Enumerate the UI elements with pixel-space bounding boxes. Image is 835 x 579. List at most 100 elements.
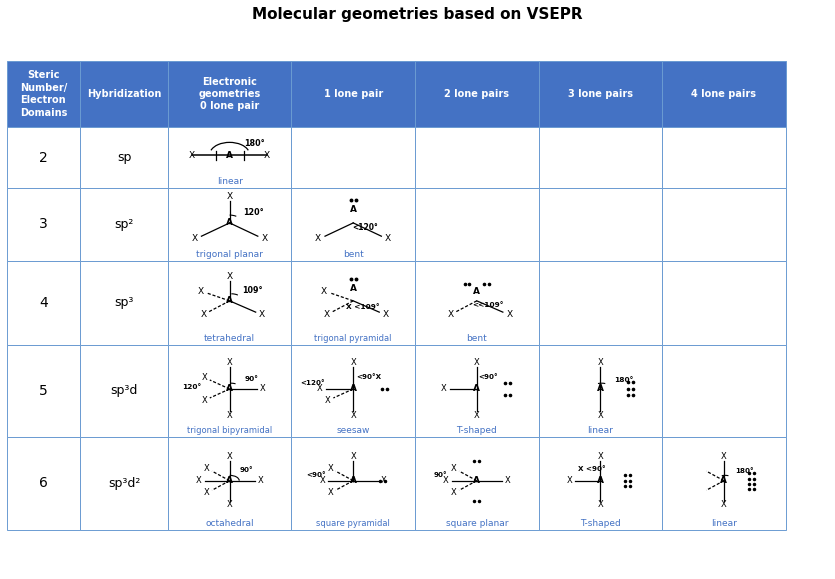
Text: T-shaped: T-shaped: [457, 426, 497, 435]
Text: X: X: [351, 411, 356, 420]
Text: A: A: [350, 284, 357, 292]
Text: sp³d²: sp³d²: [108, 477, 140, 490]
Bar: [539, 127, 662, 188]
Text: A: A: [473, 476, 480, 485]
Text: A: A: [226, 218, 233, 228]
Text: A: A: [597, 384, 604, 394]
Text: Hybridization: Hybridization: [87, 89, 161, 99]
Bar: [80, 188, 168, 261]
Text: X: X: [321, 287, 327, 296]
Bar: [80, 345, 168, 437]
Text: X: X: [598, 452, 603, 461]
Text: 90°: 90°: [239, 467, 253, 473]
Text: A: A: [226, 384, 233, 394]
Text: 3: 3: [39, 217, 48, 232]
Bar: [539, 188, 662, 261]
Text: X: X: [197, 287, 204, 296]
Bar: [539, 437, 662, 530]
Text: X: X: [261, 234, 268, 243]
Text: X <90°: X <90°: [578, 466, 605, 472]
Text: A: A: [226, 296, 233, 305]
Text: X: X: [226, 192, 233, 201]
Text: X: X: [227, 500, 232, 509]
Text: X: X: [474, 411, 479, 420]
Bar: [415, 61, 539, 127]
Text: seesaw: seesaw: [337, 426, 370, 435]
Text: X: X: [201, 397, 207, 405]
Bar: [539, 261, 662, 345]
Text: A: A: [597, 476, 604, 485]
Bar: [291, 127, 415, 188]
Text: 4 lone pairs: 4 lone pairs: [691, 89, 757, 99]
Text: X: X: [200, 310, 206, 318]
Text: 180°: 180°: [614, 377, 633, 383]
Text: <90°X: <90°X: [357, 374, 382, 380]
Text: X: X: [227, 452, 232, 461]
Text: A: A: [226, 151, 233, 160]
Text: 90°: 90°: [433, 472, 447, 478]
Text: X: X: [351, 358, 356, 368]
Text: trigonal planar: trigonal planar: [196, 250, 263, 259]
Bar: [7, 127, 80, 188]
Bar: [7, 345, 80, 437]
Text: 2 lone pairs: 2 lone pairs: [444, 89, 509, 99]
Text: <120°: <120°: [352, 223, 378, 232]
Bar: [168, 127, 291, 188]
Bar: [415, 127, 539, 188]
Bar: [291, 261, 415, 345]
Bar: [291, 345, 415, 437]
Bar: [7, 437, 80, 530]
Text: 180°: 180°: [244, 139, 265, 148]
Bar: [415, 345, 539, 437]
Text: <90°: <90°: [306, 472, 326, 478]
Text: 2: 2: [39, 151, 48, 165]
Text: square pyramidal: square pyramidal: [316, 519, 390, 528]
Bar: [80, 127, 168, 188]
Text: bent: bent: [467, 334, 487, 343]
Text: tetrahedral: tetrahedral: [204, 334, 256, 343]
Bar: [291, 61, 415, 127]
Text: 4: 4: [39, 295, 48, 310]
Bar: [168, 61, 291, 127]
Text: X: X: [264, 151, 270, 160]
Bar: [662, 61, 786, 127]
Text: X: X: [443, 476, 449, 485]
Text: 180°: 180°: [736, 468, 754, 474]
Text: 120°: 120°: [243, 208, 264, 217]
Bar: [662, 437, 786, 530]
Bar: [80, 61, 168, 127]
Text: 109°: 109°: [242, 286, 263, 295]
Text: T-shaped: T-shaped: [580, 519, 620, 528]
Bar: [662, 261, 786, 345]
Text: A: A: [350, 476, 357, 485]
Bar: [7, 261, 80, 345]
Text: Molecular geometries based on VSEPR: Molecular geometries based on VSEPR: [252, 7, 583, 22]
Bar: [415, 188, 539, 261]
Text: X: X: [226, 272, 233, 280]
Text: Electronic
geometries
0 lone pair: Electronic geometries 0 lone pair: [199, 76, 261, 112]
Text: X: X: [448, 310, 453, 318]
Text: X: X: [320, 476, 326, 485]
Text: A: A: [721, 476, 727, 485]
Bar: [291, 188, 415, 261]
Text: X: X: [721, 500, 726, 509]
Text: linear: linear: [588, 426, 613, 435]
Text: X: X: [598, 500, 603, 509]
Bar: [80, 261, 168, 345]
Text: sp: sp: [117, 151, 131, 164]
Text: X: X: [451, 489, 457, 497]
Text: Steric
Number/
Electron
Domains: Steric Number/ Electron Domains: [20, 71, 67, 118]
Text: X: X: [191, 234, 198, 243]
Text: <120°: <120°: [301, 380, 325, 386]
Bar: [168, 437, 291, 530]
Text: X: X: [381, 476, 387, 485]
Text: 6: 6: [39, 477, 48, 490]
Text: sp²: sp²: [114, 218, 134, 231]
Text: square planar: square planar: [446, 519, 508, 528]
Text: X: X: [259, 310, 266, 318]
Text: bent: bent: [343, 250, 363, 259]
Text: X: X: [327, 464, 333, 473]
Text: X: X: [567, 476, 573, 485]
Text: linear: linear: [217, 177, 242, 186]
Text: trigonal pyramidal: trigonal pyramidal: [315, 334, 392, 343]
